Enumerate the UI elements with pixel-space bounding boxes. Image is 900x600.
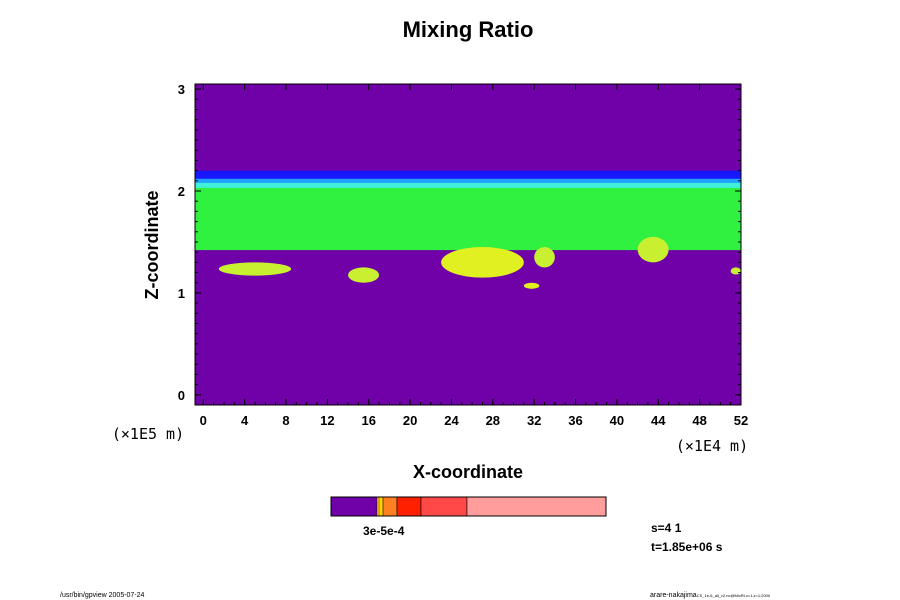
y-axis-unit: (×1E5 m) [112, 425, 184, 443]
x-tick-label: 16 [361, 413, 375, 428]
x-axis-unit: (×1E4 m) [676, 437, 748, 455]
x-tick-label: 4 [241, 413, 249, 428]
y-tick-label: 2 [178, 184, 185, 199]
x-tick-label: 24 [444, 413, 459, 428]
footer-right-small: CS_1e-6_all_v2.nc@MixRt,x=1,z=1:2000 [697, 593, 771, 598]
time-info: t=1.85e+06 s [651, 540, 723, 554]
colorbar-frame [330, 496, 607, 517]
y-axis: 0 1 2 3 [178, 82, 741, 403]
colorbar-cell [377, 497, 380, 516]
x-tick-label: 8 [282, 413, 289, 428]
plot-frame [194, 83, 742, 406]
layer-1 [195, 178, 741, 185]
x-tick-label: 36 [568, 413, 582, 428]
x-axis: 0 4 8 12 16 20 24 28 32 36 40 44 48 52 [200, 84, 748, 428]
patch-5 [523, 282, 540, 289]
colorbar-labels: 3e-5e-4 [363, 524, 405, 538]
chart-title: Mixing Ratio [403, 17, 534, 42]
x-tick-label: 48 [692, 413, 706, 428]
x-tick-label: 40 [610, 413, 624, 428]
y-tick-label: 0 [178, 388, 185, 403]
x-tick-label: 32 [527, 413, 541, 428]
patch-3 [534, 247, 555, 268]
colorbar [330, 496, 607, 517]
x-tick-label: 28 [486, 413, 500, 428]
x-tick-label: 52 [734, 413, 748, 428]
colorbar-cell [380, 497, 383, 516]
x-tick-label: 20 [403, 413, 417, 428]
colorbar-cell [420, 496, 468, 517]
footer-right: arare-nakajimaCS_1e-6_all_v2.nc@MixRt,x=… [650, 592, 771, 599]
colorbar-cell [396, 496, 422, 517]
patch-0 [218, 262, 292, 276]
colorbar-cell [330, 496, 378, 517]
x-tick-label: 44 [651, 413, 666, 428]
layer-0 [195, 170, 741, 181]
x-axis-label: X-coordinate [413, 462, 523, 482]
footer-right-main: arare-nakajima [650, 592, 697, 599]
heatmap-field [195, 84, 741, 405]
footer-left: /usr/bin/gpview 2005-07-24 [60, 592, 145, 599]
x-tick-label: 12 [320, 413, 334, 428]
patch-4 [637, 236, 669, 263]
patch-1 [348, 267, 380, 283]
y-tick-label: 3 [178, 82, 185, 97]
colorbar-cell [466, 496, 607, 517]
layer-2 [195, 182, 741, 189]
x-tick-label: 0 [200, 413, 207, 428]
y-axis-label: Z-coordinate [142, 190, 162, 299]
step-info: s=4 1 [651, 521, 682, 535]
colorbar-cell [382, 496, 398, 517]
y-tick-label: 1 [178, 286, 185, 301]
patch-2 [441, 247, 524, 278]
patch-6 [730, 267, 741, 275]
